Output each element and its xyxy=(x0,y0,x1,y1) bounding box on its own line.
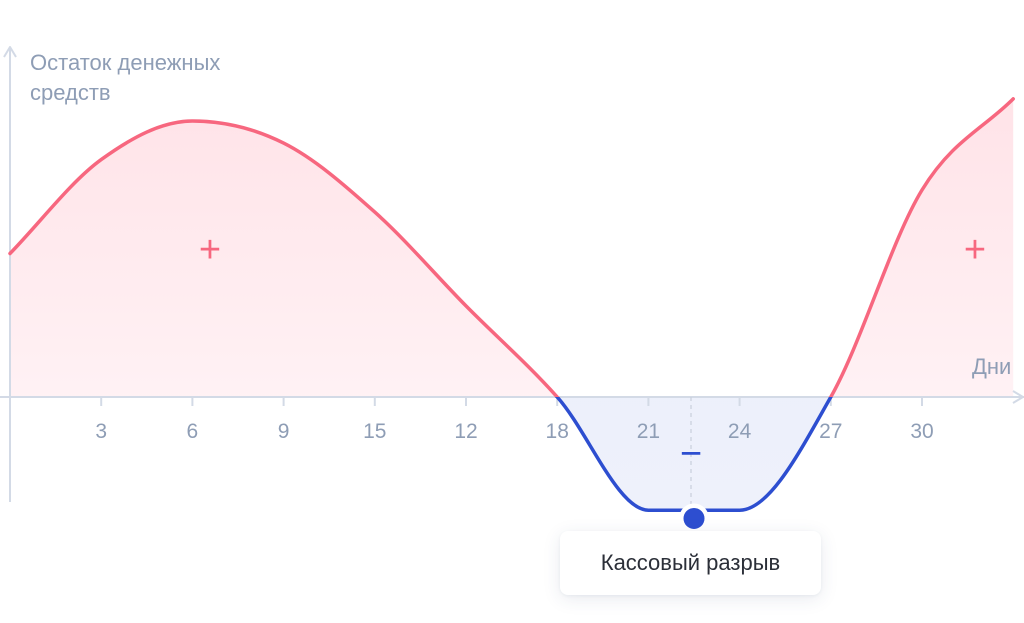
cash-balance-line-positive xyxy=(8,97,1015,397)
negative-area xyxy=(10,397,1014,511)
positive-area xyxy=(10,98,1014,397)
y-axis-title: Остаток денежных средств xyxy=(30,50,221,105)
x-axis-arrow xyxy=(1012,390,1024,404)
x-tick-label: 30 xyxy=(910,420,933,443)
cash-gap-tooltip-label: Кассовый разрыв xyxy=(600,550,781,575)
x-tick-label: 6 xyxy=(187,420,199,443)
x-tick-label: 12 xyxy=(454,420,477,443)
positive-marker: + xyxy=(199,229,221,271)
x-tick-label: 15 xyxy=(363,420,386,443)
x-tick-label: 18 xyxy=(546,420,569,443)
x-axis-title: Дни xyxy=(972,354,1012,379)
cash-gap-tooltip: Кассовый разрыв xyxy=(560,531,821,595)
positive-marker: + xyxy=(964,229,986,271)
cash-gap-point xyxy=(683,507,705,529)
negative-marker: − xyxy=(680,433,702,475)
x-tick-label: 27 xyxy=(819,420,842,443)
x-tick-label: 24 xyxy=(728,420,752,443)
x-tick-label: 3 xyxy=(95,420,107,443)
x-tick-label: 21 xyxy=(637,420,660,443)
y-axis-arrow xyxy=(3,46,17,58)
x-tick-label: 9 xyxy=(278,420,290,443)
